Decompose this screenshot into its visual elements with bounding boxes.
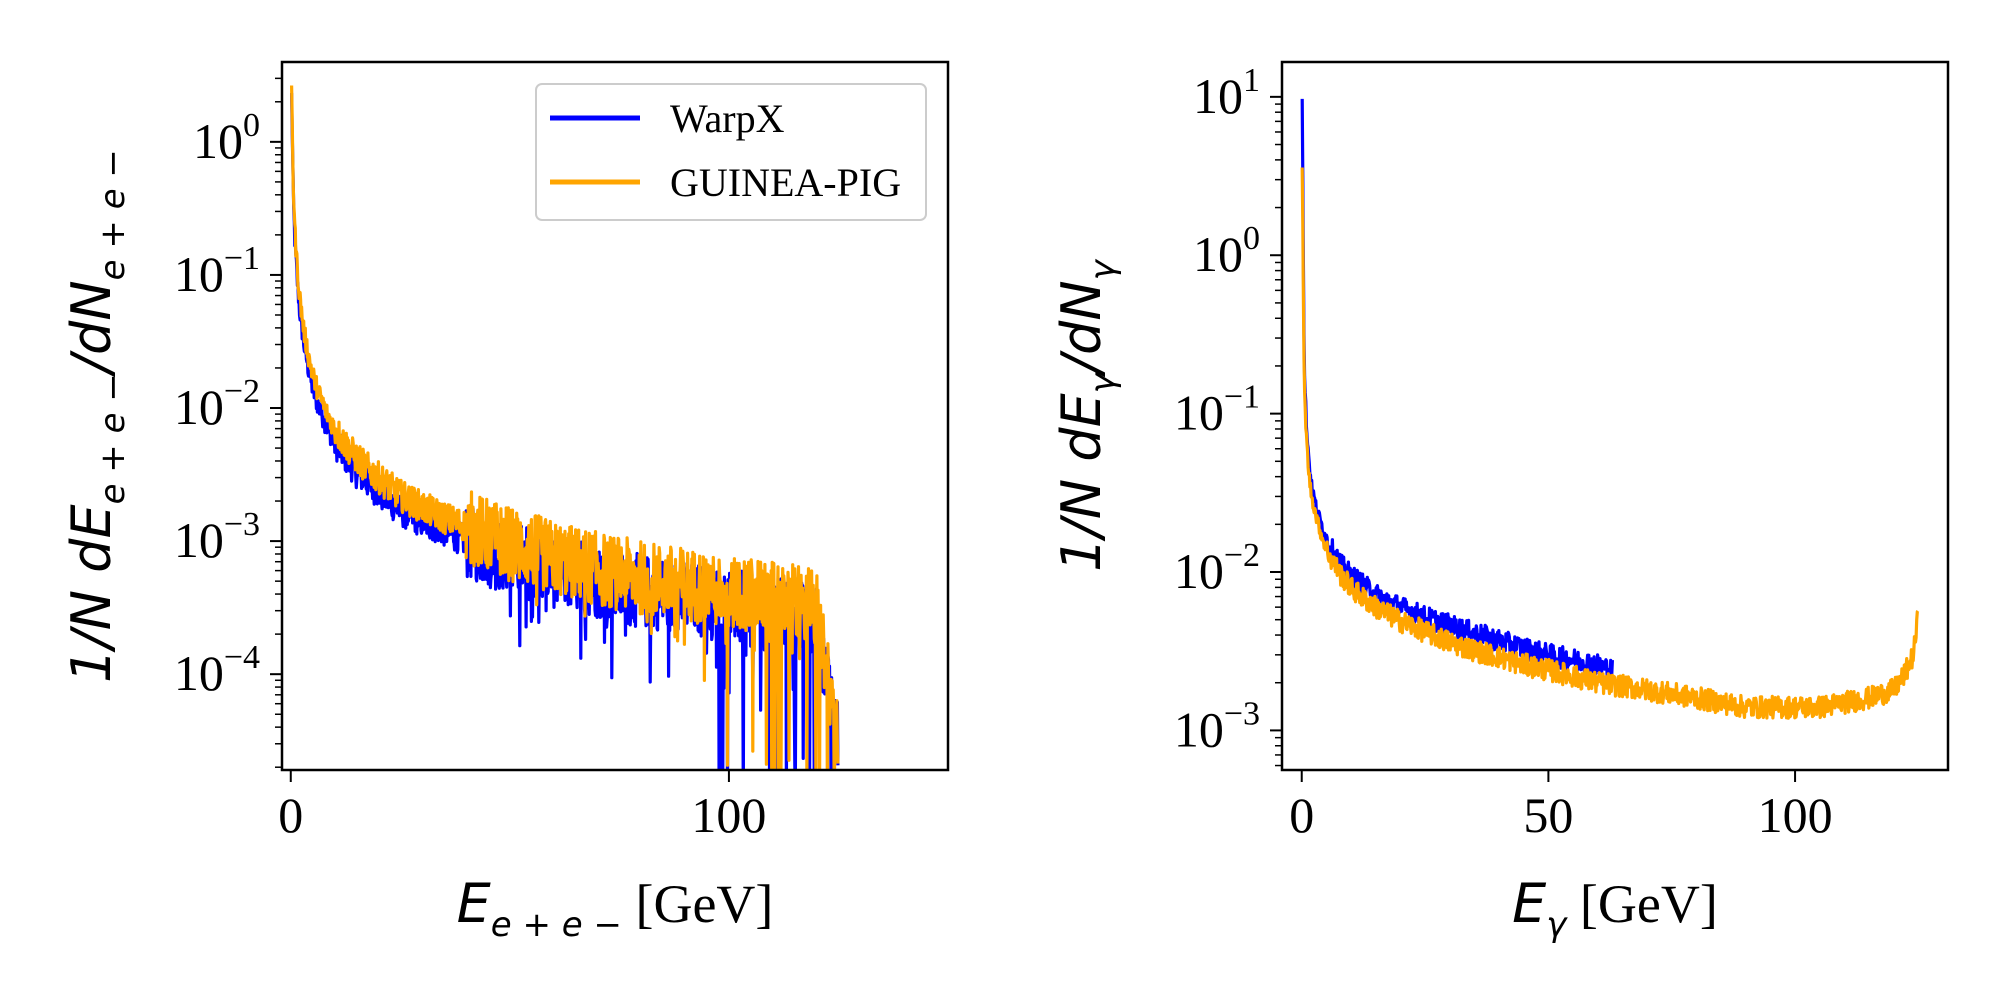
y-tick-label: 10−1 (174, 240, 260, 302)
left-plot-area (290, 85, 840, 770)
legend-label-warpx: WarpX (670, 96, 785, 141)
right-y-axis-label: 1/N dEγ/dNγ (1050, 258, 1123, 572)
y-tick-label: 10−3 (174, 506, 260, 568)
y-tick-label: 10−3 (1174, 695, 1260, 757)
legend-label-guinea-pig: GUINEA-PIG (670, 160, 901, 205)
left-ticks: 0 100 100 10−1 10−2 10−3 10−4 (174, 77, 766, 843)
right-chart-panel: 0 50 100 101 100 10−1 10−2 10−3 Eγ [GeV] 1/N dE… (1050, 60, 1950, 945)
right-x-axis-label: Eγ [GeV] (1512, 872, 1718, 945)
x-tick-label: 50 (1523, 787, 1573, 843)
series-line-guinea-pig (290, 85, 840, 770)
right-ticks: 0 50 100 101 100 10−1 10−2 10−3 (1174, 62, 1833, 843)
left-y-axis-label: 1/N dEe + e −/dNe + e − (60, 149, 133, 683)
y-tick-label: 100 (1193, 220, 1260, 282)
left-chart-panel: 0 100 100 10−1 10−2 10−3 10−4 WarpX GUINEA-PIG… (60, 60, 950, 945)
y-tick-label: 101 (1193, 62, 1260, 124)
y-tick-label: 10−2 (174, 373, 260, 435)
right-axes-frame (1280, 60, 1950, 772)
y-tick-label: 10−4 (174, 639, 260, 701)
x-tick-label: 100 (1758, 787, 1833, 843)
x-tick-label: 0 (278, 787, 303, 843)
series-line-warpx (1300, 98, 1614, 682)
legend: WarpX GUINEA-PIG (535, 83, 927, 221)
left-x-axis-label: Ee + e − [GeV] (457, 872, 774, 945)
y-tick-label: 10−2 (1174, 537, 1260, 599)
x-tick-label: 100 (691, 787, 766, 843)
y-tick-label: 100 (193, 107, 260, 169)
right-plot-area (1300, 98, 1920, 720)
y-tick-label: 10−1 (1174, 379, 1260, 441)
left-axes-frame (280, 60, 950, 772)
x-tick-label: 0 (1289, 787, 1314, 843)
series-line-guinea-pig (1300, 167, 1920, 720)
